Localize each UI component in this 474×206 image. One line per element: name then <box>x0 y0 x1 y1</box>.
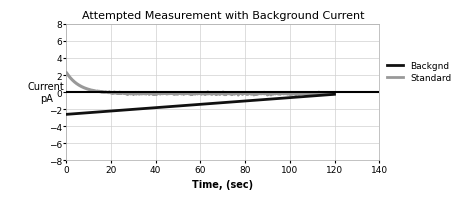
Y-axis label: Current
pA: Current pA <box>28 82 64 103</box>
Legend: Backgnd, Standard: Backgnd, Standard <box>387 62 452 83</box>
Title: Attempted Measurement with Background Current: Attempted Measurement with Background Cu… <box>82 11 364 21</box>
X-axis label: Time, (sec): Time, (sec) <box>192 179 253 189</box>
